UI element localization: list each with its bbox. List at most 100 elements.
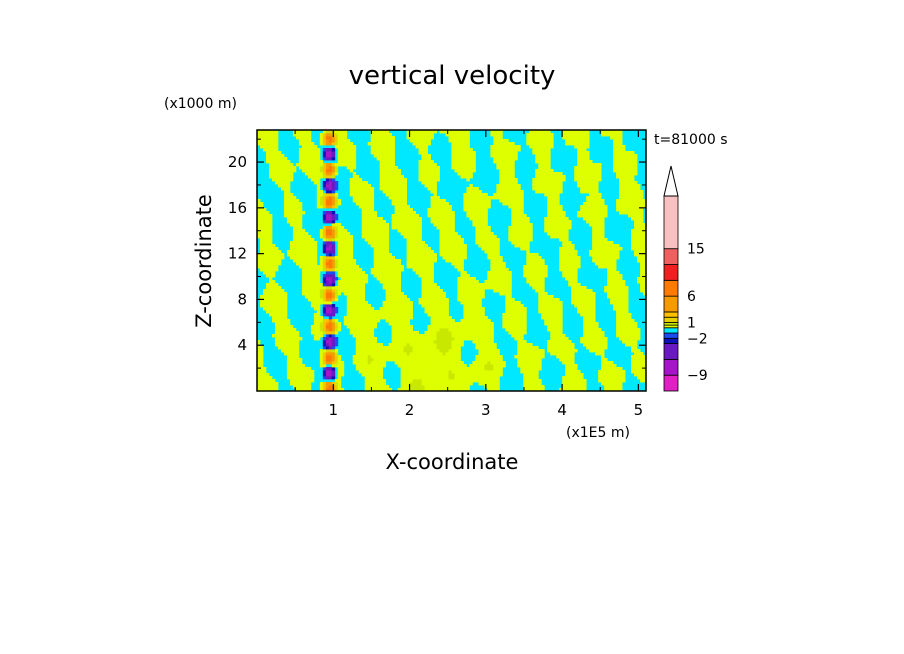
field-cell — [409, 304, 413, 308]
field-cell — [436, 328, 440, 332]
field-cell — [463, 157, 467, 161]
field-cell — [478, 241, 482, 245]
field-cell — [346, 310, 351, 314]
field-cell — [391, 343, 396, 347]
field-cell — [355, 199, 360, 203]
field-cell — [310, 277, 315, 281]
field-cell — [355, 331, 360, 335]
field-cell — [265, 214, 270, 218]
field-cell — [274, 313, 279, 317]
field-cell — [325, 184, 330, 188]
field-cell — [370, 211, 375, 215]
field-cell — [406, 310, 411, 314]
field-cell — [457, 244, 461, 248]
field-cell — [445, 220, 449, 224]
field-cell — [475, 313, 479, 317]
field-cell — [520, 193, 524, 197]
field-cell — [280, 175, 285, 179]
field-cell — [457, 172, 461, 176]
field-cell — [523, 313, 527, 317]
field-cell — [415, 244, 419, 248]
field-cell — [430, 166, 434, 170]
field-cell — [541, 184, 545, 188]
field-cell — [298, 253, 303, 257]
field-cell — [268, 247, 273, 251]
field-cell — [523, 220, 527, 224]
field-cell — [424, 154, 428, 158]
field-cell — [319, 292, 324, 296]
field-cell — [271, 316, 276, 320]
field-cell — [505, 181, 509, 185]
field-cell — [337, 130, 342, 134]
field-cell — [349, 163, 354, 167]
field-cell — [529, 361, 533, 365]
field-cell — [340, 163, 345, 167]
field-cell — [547, 181, 551, 185]
field-cell — [466, 313, 470, 317]
field-cell — [295, 337, 300, 341]
field-cell — [283, 343, 288, 347]
field-cell — [547, 139, 551, 143]
field-cell — [433, 187, 437, 191]
field-cell — [421, 385, 425, 389]
field-cell — [412, 262, 416, 266]
field-cell — [547, 304, 551, 308]
field-cell — [257, 388, 261, 391]
field-cell — [526, 142, 530, 146]
field-cell — [436, 367, 440, 371]
field-cell — [376, 226, 381, 230]
field-cell — [535, 385, 539, 389]
field-cell — [325, 361, 330, 365]
field-cell — [412, 367, 416, 371]
field-cell — [418, 232, 422, 236]
field-cell — [466, 208, 470, 212]
field-cell — [298, 364, 303, 368]
field-cell — [460, 271, 464, 275]
field-cell — [493, 193, 497, 197]
field-cell — [259, 373, 264, 377]
field-cell — [475, 325, 479, 329]
field-cell — [352, 268, 357, 272]
field-cell — [436, 169, 440, 173]
field-cell — [259, 229, 264, 233]
field-cell — [490, 370, 494, 374]
field-cell — [322, 151, 327, 155]
field-cell — [334, 187, 339, 191]
field-cell — [352, 283, 357, 287]
field-cell — [373, 262, 378, 266]
field-cell — [526, 229, 530, 233]
field-cell — [373, 340, 378, 344]
field-cell — [448, 223, 452, 227]
field-cell — [289, 331, 294, 335]
field-cell — [295, 334, 300, 338]
field-cell — [460, 340, 464, 344]
field-cell — [394, 361, 399, 365]
field-cell — [328, 388, 333, 391]
field-cell — [445, 235, 449, 239]
field-cell — [277, 157, 282, 161]
field-cell — [292, 226, 297, 230]
field-cell — [505, 280, 509, 284]
field-cell — [514, 235, 518, 239]
field-cell — [406, 133, 411, 137]
field-cell — [496, 139, 500, 143]
field-cell — [271, 259, 276, 263]
field-cell — [292, 241, 297, 245]
field-cell — [316, 271, 321, 275]
field-cell — [424, 250, 428, 254]
field-cell — [343, 160, 348, 164]
field-cell — [454, 166, 458, 170]
field-cell — [370, 361, 375, 365]
field-cell — [433, 328, 437, 332]
field-cell — [379, 139, 384, 143]
field-cell — [520, 199, 524, 203]
field-cell — [298, 160, 303, 164]
field-cell — [415, 145, 419, 149]
field-cell — [460, 163, 464, 167]
field-cell — [508, 226, 512, 230]
field-cell — [463, 205, 467, 209]
field-cell — [433, 208, 437, 212]
field-cell — [484, 325, 488, 329]
field-cell — [532, 268, 536, 272]
field-cell — [457, 163, 461, 167]
